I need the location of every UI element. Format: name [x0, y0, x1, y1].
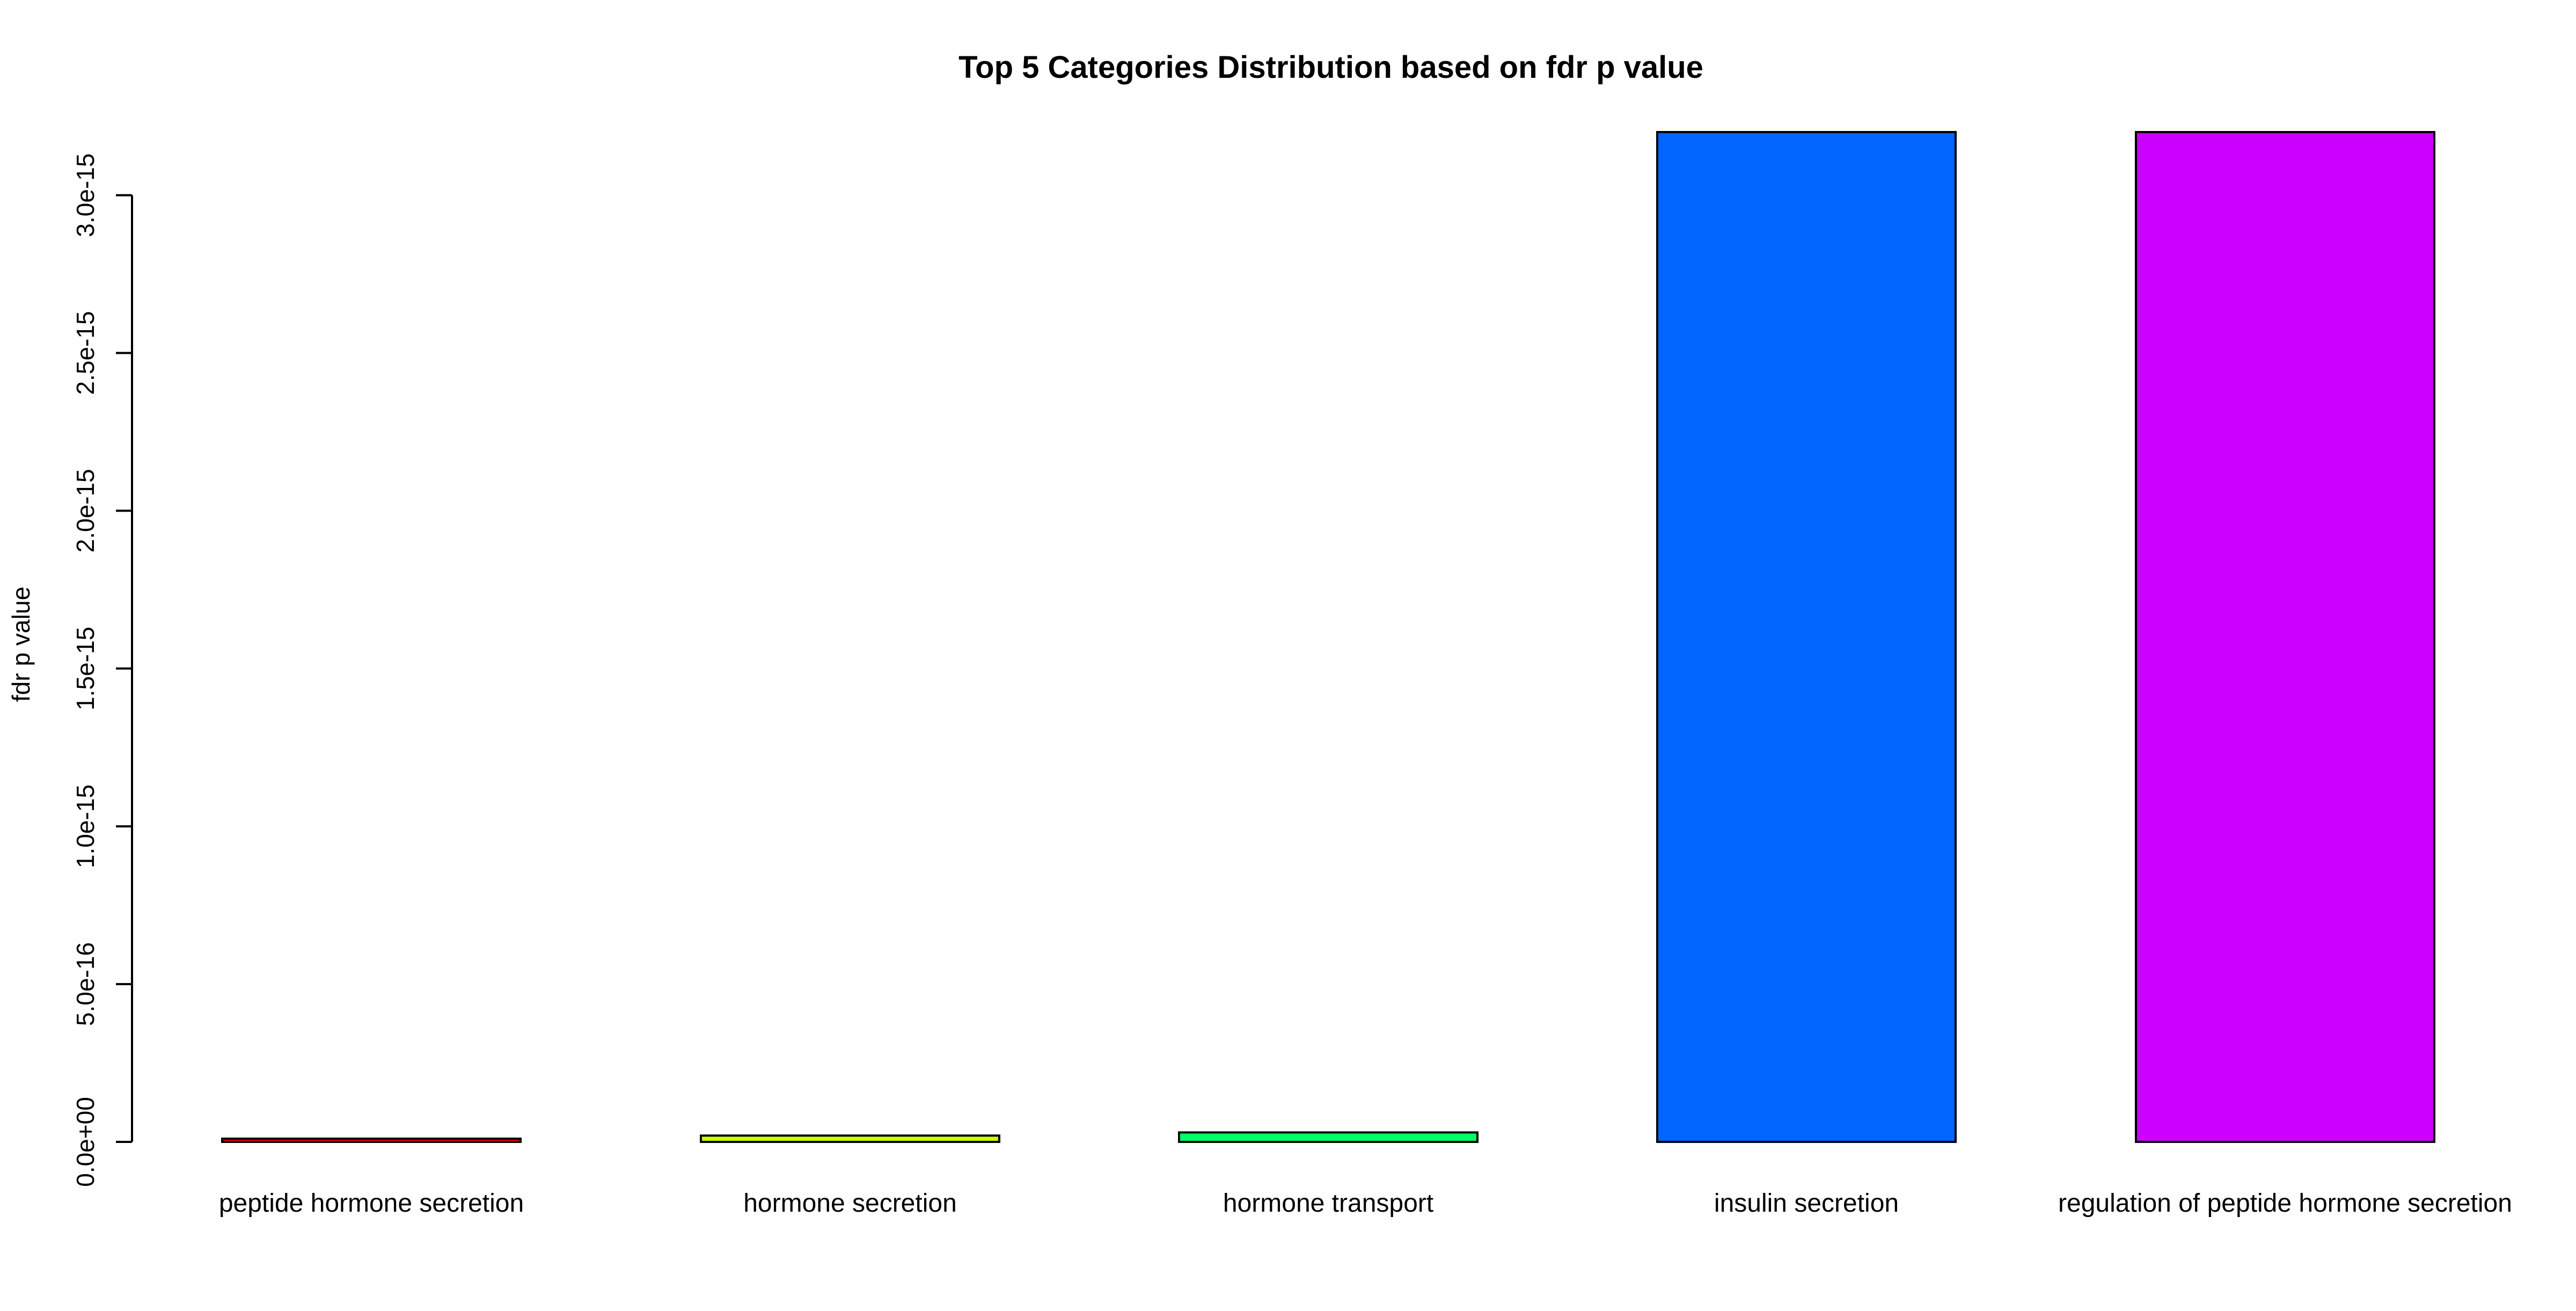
y-tick-label: 3.0e-15 — [71, 154, 99, 237]
y-tick-label: 2.5e-15 — [71, 311, 99, 395]
bar-4 — [1656, 131, 1957, 1143]
y-tick-label: 2.0e-15 — [71, 469, 99, 552]
y-axis: 0.0e+00 5.0e-16 1.0e-15 1.5e-15 2.0e-15 2.5e-… — [71, 154, 133, 1187]
y-axis-label: fdr p value — [7, 587, 35, 702]
x-category-label: peptide hormone secretion — [219, 1189, 524, 1218]
x-axis-labels: peptide hormone secretion hormone secreti… — [219, 1189, 2512, 1218]
bars-group — [221, 131, 2435, 1144]
x-category-label: regulation of peptide hormone secretion — [2058, 1189, 2512, 1218]
bar-5 — [2135, 131, 2435, 1143]
y-tick-label: 1.0e-15 — [71, 784, 99, 868]
bar-3 — [1178, 1131, 1479, 1144]
y-tick-label: 5.0e-16 — [71, 942, 99, 1026]
bar-1 — [221, 1138, 522, 1143]
x-category-label: insulin secretion — [1714, 1189, 1899, 1218]
y-tick-label: 0.0e+00 — [71, 1097, 99, 1187]
y-tick-label: 1.5e-15 — [71, 627, 99, 710]
bar-2 — [700, 1134, 1000, 1143]
x-category-label: hormone transport — [1223, 1189, 1433, 1218]
chart-title: Top 5 Categories Distribution based on f… — [958, 50, 1703, 85]
x-category-label: hormone secretion — [743, 1189, 957, 1218]
